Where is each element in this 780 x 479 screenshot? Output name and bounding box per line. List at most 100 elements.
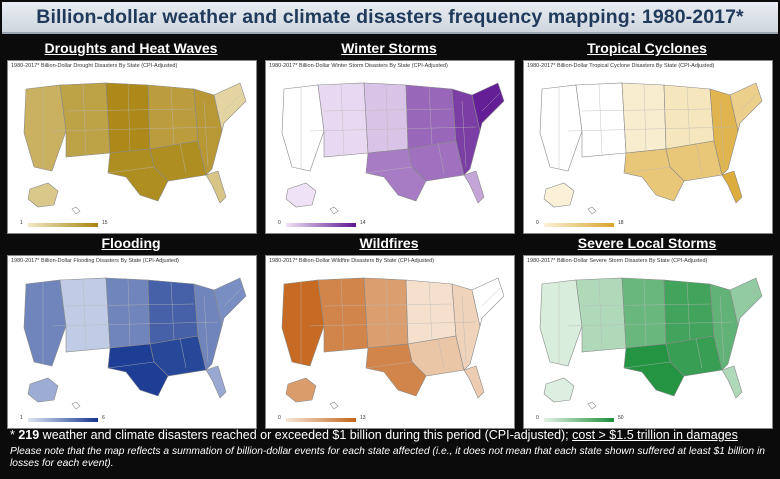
region-west	[539, 279, 583, 367]
region-alaska	[543, 377, 575, 403]
region-hawaii	[329, 206, 339, 215]
state-border	[82, 278, 87, 351]
region-midwest	[405, 84, 457, 150]
region-hawaii	[71, 401, 81, 410]
state-border	[65, 108, 195, 112]
state-border	[567, 126, 735, 132]
region-florida	[205, 365, 227, 399]
legend-color-bar	[28, 418, 98, 422]
state-border	[598, 83, 603, 156]
state-border	[323, 303, 453, 307]
state-border	[598, 278, 603, 351]
map-subtitle: 1980-2017* Billion-Dollar Drought Disast…	[11, 63, 178, 69]
state-border	[223, 287, 243, 307]
legend-max: 15	[102, 220, 108, 226]
state-border	[365, 166, 413, 174]
region-mountain	[59, 277, 111, 353]
region-florida	[463, 170, 485, 204]
state-border	[323, 108, 453, 112]
method-note: Please note that the map reflects a summ…	[10, 446, 765, 469]
state-border	[203, 100, 209, 168]
state-border	[170, 281, 175, 341]
region-alaska	[285, 377, 317, 403]
state-border	[719, 100, 725, 168]
us-map	[23, 277, 247, 410]
state-border	[481, 92, 501, 112]
region-plains	[363, 277, 409, 349]
panel-droughts: Droughts and Heat Waves 1980-2017* Billio…	[7, 40, 257, 234]
state-border	[428, 86, 433, 146]
state-border	[686, 86, 691, 146]
region-plains	[105, 82, 151, 154]
region-midwest	[147, 279, 199, 345]
state-border	[581, 303, 711, 307]
state-border	[179, 142, 187, 174]
state-border	[51, 321, 219, 327]
state-border	[223, 92, 243, 112]
state-border	[51, 126, 219, 132]
state-border	[686, 281, 691, 341]
state-border	[437, 337, 445, 369]
state-border	[623, 166, 671, 174]
legend-min: 0	[536, 220, 539, 226]
map-subtitle: 1980-2017* Billion-Dollar Wildfire Disas…	[269, 258, 435, 264]
legend-max: 14	[360, 220, 366, 226]
region-hawaii	[587, 401, 597, 410]
region-mountain	[317, 82, 369, 158]
legend-min: 0	[278, 220, 281, 226]
map-card: 1980-2017* Billion-Dollar Drought Disast…	[7, 60, 257, 234]
region-texas	[623, 148, 685, 202]
panel-title: Severe Local Storms	[577, 235, 717, 251]
legend-max: 18	[618, 220, 624, 226]
legend-color-bar	[286, 223, 356, 227]
panel-tropical: Tropical Cyclones 1980-2017* Billion-Doll…	[523, 40, 773, 234]
legend-min: 0	[278, 415, 281, 421]
legend-color-bar	[544, 223, 614, 227]
state-border	[65, 303, 195, 307]
state-border	[127, 278, 131, 347]
legend-min: 0	[536, 415, 539, 421]
region-plains	[621, 82, 667, 154]
state-border	[739, 92, 759, 112]
state-border	[481, 287, 501, 307]
footnote-text: weather and climate disasters reached or…	[39, 428, 573, 442]
us-map	[539, 82, 763, 215]
state-border	[567, 321, 735, 327]
title-bar: Billion-dollar weather and climate disas…	[2, 2, 778, 34]
region-mountain	[575, 277, 627, 353]
panel-winter: Winter Storms 1980-2017* Billion-Dollar W…	[265, 40, 515, 234]
state-border	[581, 108, 711, 112]
state-border	[428, 281, 433, 341]
state-border	[643, 83, 647, 152]
map-subtitle: 1980-2017* Billion-Dollar Tropical Cyclo…	[527, 63, 715, 69]
region-mountain	[59, 82, 111, 158]
region-alaska	[27, 182, 59, 208]
slide-title: Billion-dollar weather and climate disas…	[36, 5, 744, 28]
state-border	[127, 83, 131, 152]
footnote-star: *	[10, 428, 19, 442]
region-midwest	[663, 279, 715, 345]
panel-title: Flooding	[101, 235, 161, 251]
state-border	[385, 83, 389, 152]
cost-link[interactable]: cost > $1.5 trillion in damages	[572, 428, 738, 442]
region-texas	[365, 148, 427, 202]
state-border	[719, 295, 725, 363]
legend-color-bar	[286, 418, 356, 422]
state-border	[340, 83, 345, 156]
region-west	[281, 279, 325, 367]
state-border	[309, 126, 477, 132]
region-plains	[621, 277, 667, 349]
panel-title: Wildfires	[359, 235, 419, 251]
region-texas	[107, 343, 169, 397]
region-northeast	[471, 82, 505, 132]
map-card: 1980-2017* Billion-Dollar Flooding Disas…	[7, 255, 257, 429]
region-alaska	[285, 182, 317, 208]
region-hawaii	[587, 206, 597, 215]
legend-min: 1	[20, 220, 23, 226]
map-card: 1980-2017* Billion-Dollar Wildfire Disas…	[265, 255, 515, 429]
region-northeast	[729, 277, 763, 327]
region-northeast	[213, 82, 247, 132]
region-florida	[721, 365, 743, 399]
region-midwest	[663, 84, 715, 150]
region-texas	[107, 148, 169, 202]
